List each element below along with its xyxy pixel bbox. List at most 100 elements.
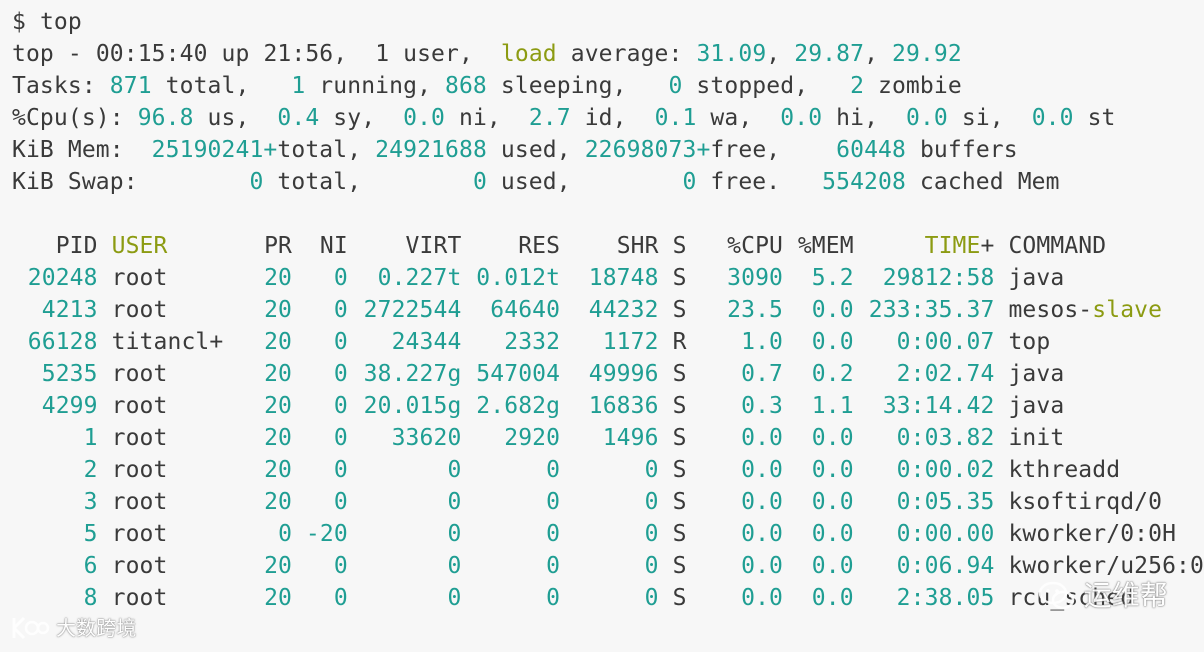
- shr-cell-text: 16836: [588, 393, 659, 419]
- table-row[interactable]: 2 root 20 0 0 0 0 S 0.0 0.0 0:00.02 kthreadd: [12, 454, 1204, 486]
- virt-cell-text: 0.227t: [377, 265, 462, 291]
- shr-cell-text: 0: [644, 457, 659, 483]
- col-header-user[interactable]: USER: [111, 233, 168, 259]
- cpu-si: 0.0: [906, 105, 948, 131]
- mem-cell: 0.0: [783, 294, 854, 326]
- tasks-stopped: 0: [668, 73, 683, 99]
- col-header-cpu[interactable]: %CPU: [727, 233, 784, 259]
- state-cell: S: [659, 582, 700, 614]
- res-cell: 0: [461, 550, 560, 582]
- command-cell: init: [994, 422, 1204, 454]
- state-cell-text: S: [672, 265, 687, 291]
- table-row[interactable]: 3 root 20 0 0 0 0 S 0.0 0.0 0:05.35 ksoftirqd/0: [12, 486, 1204, 518]
- table-row[interactable]: 1 root 20 0 33620 2920 1496 S 0.0 0.0 0:03.82 init: [12, 422, 1204, 454]
- shr-cell-text: 0: [644, 489, 659, 515]
- shr-cell: 0: [560, 582, 659, 614]
- col-header-shr[interactable]: SHR: [616, 233, 659, 259]
- pid-cell-text: 1: [83, 425, 98, 451]
- time-cell: 233:35.37: [854, 294, 995, 326]
- uptime-value: 21:56: [263, 41, 334, 67]
- pid-cell: 4299: [12, 390, 98, 422]
- command-cell: java: [994, 262, 1204, 294]
- res-cell-text: 0: [546, 585, 561, 611]
- nice-cell: 0: [292, 294, 348, 326]
- load-avg-1: 31.09: [696, 41, 767, 67]
- res-cell: 64640: [461, 294, 560, 326]
- virt-cell-text: 24344: [391, 329, 462, 355]
- res-cell-text: 0: [546, 553, 561, 579]
- cpu-cell-text: 0.0: [741, 425, 784, 451]
- shr-cell-text: 49996: [588, 361, 659, 387]
- virt-cell-text: 0: [447, 457, 462, 483]
- pid-cell-text: 4299: [41, 393, 98, 419]
- priority-cell-text: 20: [264, 425, 293, 451]
- command-cell: java: [994, 358, 1204, 390]
- table-row[interactable]: 6 root 20 0 0 0 0 S 0.0 0.0 0:06.94 kworker/u256:0: [12, 550, 1204, 582]
- tasks-sleeping: 868: [445, 73, 487, 99]
- col-header-mem[interactable]: %MEM: [797, 233, 854, 259]
- load-avg-15: 29.92: [892, 41, 962, 67]
- table-row[interactable]: 8 root 20 0 0 0 0 S 0.0 0.0 2:38.05 rcu_sched: [12, 582, 1204, 614]
- col-header-time[interactable]: TIME+: [924, 233, 995, 259]
- table-row[interactable]: 4299 root 20 0 20.015g 2.682g 16836 S 0.3 1.1 33:1…: [12, 390, 1204, 422]
- shr-cell: 18748: [560, 262, 659, 294]
- tasks-zombie: 2: [850, 73, 865, 99]
- state-cell-text: S: [672, 457, 687, 483]
- col-header-virt[interactable]: VIRT: [405, 233, 462, 259]
- mem-cell-text: 0.0: [811, 457, 854, 483]
- priority-cell-text: 20: [264, 393, 293, 419]
- cpu-cell: 23.5: [699, 294, 783, 326]
- blank-line: [12, 198, 1204, 230]
- table-row[interactable]: 20248 root 20 0 0.227t 0.012t 18748 S 3090 5.2 298…: [12, 262, 1204, 294]
- mem-cell-text: 5.2: [811, 265, 854, 291]
- time-cell: 29812:58: [854, 262, 995, 294]
- user-cell-text: root: [111, 393, 168, 419]
- priority-cell: 20: [249, 390, 292, 422]
- res-cell-text: 0: [546, 521, 561, 547]
- state-cell-text: S: [672, 297, 687, 323]
- command-cell-text: java: [1008, 393, 1065, 419]
- col-header-ni[interactable]: NI: [319, 233, 348, 259]
- pid-cell: 1: [12, 422, 98, 454]
- command-cell-text: kthreadd: [1008, 457, 1121, 483]
- col-header-res[interactable]: RES: [518, 233, 561, 259]
- time-cell-text: 2:02.74: [896, 361, 995, 387]
- nice-cell: 0: [292, 326, 348, 358]
- time-cell-text: 0:00.00: [896, 521, 995, 547]
- col-header-pid[interactable]: PID: [55, 233, 98, 259]
- time-cell-text: 0:06.94: [896, 553, 995, 579]
- pid-cell: 20248: [12, 262, 98, 294]
- user-cell: root: [98, 262, 250, 294]
- priority-cell-text: 20: [264, 329, 293, 355]
- virt-cell: 20.015g: [348, 390, 462, 422]
- time-cell: 0:03.82: [854, 422, 995, 454]
- table-row[interactable]: 4213 root 20 0 2722544 64640 44232 S 23.5 0.0 233:…: [12, 294, 1204, 326]
- table-row[interactable]: 5 root 0 -20 0 0 0 S 0.0 0.0 0:00.00 kworker/0:0H: [12, 518, 1204, 550]
- shr-cell-text: 44232: [588, 297, 659, 323]
- table-row[interactable]: 5235 root 20 0 38.227g 547004 49996 S 0.7 0.2 2:02…: [12, 358, 1204, 390]
- shr-cell-text: 0: [644, 521, 659, 547]
- mem-cell-text: 0.2: [811, 361, 854, 387]
- user-cell-text: root: [111, 425, 168, 451]
- shr-cell: 1172: [560, 326, 659, 358]
- col-header-state[interactable]: S: [672, 233, 687, 259]
- nice-cell: 0: [292, 262, 348, 294]
- shr-cell: 0: [560, 454, 659, 486]
- cpu-cell: 0.0: [699, 486, 783, 518]
- table-row[interactable]: 66128 titancl+ 20 0 24344 2332 1172 R 1.0 0.0 0:00…: [12, 326, 1204, 358]
- col-header-command[interactable]: COMMAND: [1008, 233, 1107, 259]
- nice-cell-text: 0: [333, 329, 348, 355]
- col-header-pr[interactable]: PR: [264, 233, 293, 259]
- virt-cell: 0: [348, 454, 462, 486]
- shr-cell: 0: [560, 486, 659, 518]
- time-cell: 33:14.42: [854, 390, 995, 422]
- shr-cell: 16836: [560, 390, 659, 422]
- state-cell-text: S: [672, 361, 687, 387]
- command-cell-text: init: [1008, 425, 1065, 451]
- user-cell: root: [98, 358, 250, 390]
- mem-cell: 0.2: [783, 358, 854, 390]
- cpu-cell: 3090: [699, 262, 783, 294]
- res-cell-text: 0: [546, 489, 561, 515]
- virt-cell: 38.227g: [348, 358, 462, 390]
